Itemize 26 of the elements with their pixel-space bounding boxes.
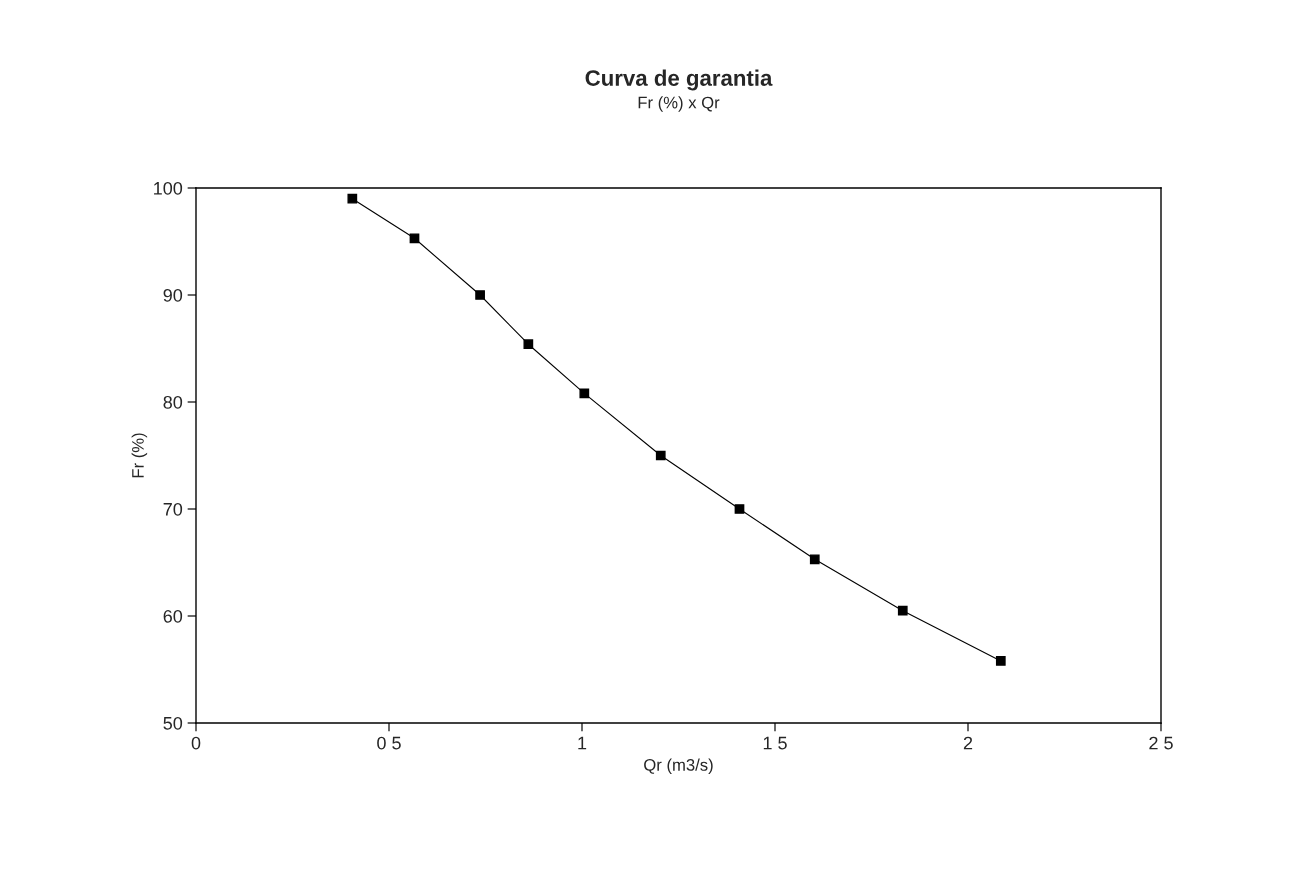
y-tick-label: 100 bbox=[154, 181, 183, 195]
point bbox=[809, 554, 820, 565]
point bbox=[734, 504, 745, 514]
point bbox=[409, 233, 420, 244]
point bbox=[523, 339, 534, 350]
y-tick-label: 80 bbox=[163, 395, 183, 409]
point bbox=[995, 656, 1006, 666]
x-tick-label: 0 5 bbox=[377, 736, 401, 750]
x-tick-label: 2 bbox=[963, 736, 973, 750]
point bbox=[347, 193, 358, 204]
y-tick-label: 60 bbox=[163, 609, 183, 623]
x-tick-label: 2 5 bbox=[1149, 736, 1173, 750]
point bbox=[579, 388, 590, 399]
x-tick-label: 1 5 bbox=[763, 736, 787, 750]
point bbox=[475, 290, 485, 300]
point bbox=[655, 450, 666, 461]
point bbox=[897, 605, 908, 616]
x-axis-title: Qr (m3/s) bbox=[644, 758, 713, 775]
y-tick-label: 70 bbox=[163, 502, 183, 516]
y-tick-label: 50 bbox=[163, 716, 183, 730]
y-axis-title: Fr (%) bbox=[131, 433, 148, 478]
y-tick-label: 90 bbox=[163, 288, 183, 302]
chart-title: Curva de garantia bbox=[585, 69, 773, 91]
x-tick-label: 0 bbox=[191, 736, 201, 750]
chart-subtitle: Fr (%) x Qr bbox=[638, 96, 720, 112]
x-tick-label: 1 bbox=[578, 736, 587, 750]
